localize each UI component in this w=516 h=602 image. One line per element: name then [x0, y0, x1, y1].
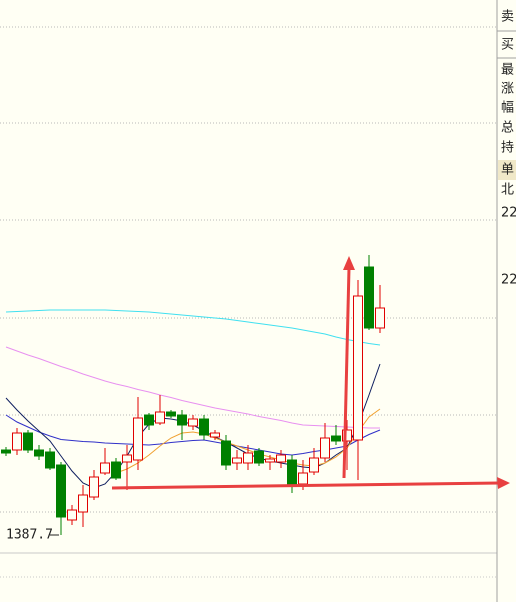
- candle-body: [12, 432, 22, 451]
- candle-body: [78, 494, 88, 513]
- sidebar-label: 最: [501, 63, 514, 78]
- candle-body: [320, 437, 330, 459]
- sidebar-label: 总: [501, 121, 514, 136]
- rise-arrow: [342, 267, 351, 479]
- candle-body: [23, 432, 33, 451]
- candle-body: [375, 307, 385, 329]
- sidebar-label: 卖: [501, 10, 514, 25]
- sidebar-label: 北: [501, 183, 514, 198]
- candle-body: [232, 457, 242, 464]
- candle-body: [1, 449, 11, 454]
- arrow-head: [497, 477, 510, 489]
- candle-body: [89, 476, 99, 498]
- sidebar-label: 单: [501, 163, 514, 178]
- ma-line: [5, 414, 381, 456]
- candles: 1387.7: [1, 255, 385, 543]
- candle-body: [210, 432, 220, 438]
- candle-body: [298, 472, 308, 485]
- candle-body: [342, 429, 352, 442]
- candle-body: [309, 457, 319, 473]
- sidebar-label: 22: [501, 273, 516, 288]
- candle-body: [122, 454, 132, 463]
- candle-body: [276, 454, 286, 463]
- sidebar-highlight: [498, 160, 516, 180]
- sidebar-label: 涨: [501, 82, 514, 97]
- candle-body: [331, 435, 341, 442]
- support-arrow: [111, 481, 501, 490]
- candle-body: [67, 509, 77, 521]
- candle-body: [188, 418, 198, 427]
- candle-body: [144, 414, 154, 426]
- candle-body: [34, 449, 44, 457]
- grid: [0, 26, 497, 513]
- candle-body: [221, 440, 231, 466]
- sidebar-label: 幅: [501, 101, 514, 116]
- candle-body: [254, 450, 264, 464]
- candle-body: [265, 458, 275, 463]
- candle-body: [155, 411, 165, 424]
- candle-body: [199, 418, 209, 436]
- candle-body: [353, 295, 363, 441]
- candle-body: [166, 411, 176, 417]
- candle-body: [56, 464, 66, 518]
- arrow-head: [343, 256, 355, 270]
- candle-body: [133, 417, 143, 461]
- sidebar-label: 22: [501, 206, 516, 221]
- sidebar-label: 买: [501, 38, 514, 53]
- ma-line: [5, 309, 381, 346]
- ma-line: [5, 346, 380, 429]
- candle-body: [45, 451, 55, 469]
- annotations: [111, 256, 510, 490]
- sidebar-label: 持: [501, 141, 514, 156]
- candle-body: [177, 414, 187, 426]
- low-price-label: 1387.7: [6, 528, 53, 543]
- candle-body: [364, 266, 374, 329]
- candle-body: [111, 461, 121, 479]
- candle-body: [287, 459, 297, 486]
- candle-body: [243, 452, 253, 464]
- candle-body: [100, 462, 110, 474]
